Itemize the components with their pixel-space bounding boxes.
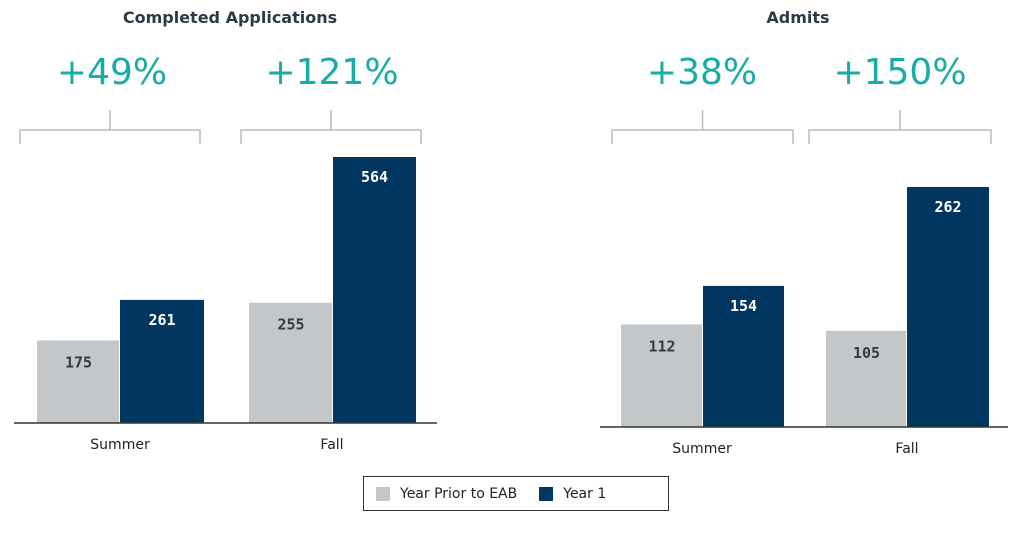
bar-label-prior-0-0: 175	[65, 353, 92, 371]
category-label-0-0: Summer	[90, 437, 150, 453]
category-label-1-0: Summer	[672, 441, 732, 457]
bar-label-prior-1-1: 105	[853, 344, 880, 362]
legend-label-year1: Year 1	[563, 485, 607, 502]
bar-label-prior-0-1: 255	[277, 316, 304, 334]
change-label-0-1: +121%	[265, 52, 398, 93]
legend-item-prior: Year Prior to EAB	[376, 486, 517, 502]
legend-label-prior: Year Prior to EAB	[400, 485, 518, 502]
bar-label-prior-1-0: 112	[648, 337, 675, 355]
bar-year1-1-1	[907, 187, 989, 427]
change-label-1-1: +150%	[833, 52, 966, 93]
bracket-1-0	[611, 110, 794, 144]
change-label-1-0: +38%	[647, 52, 757, 93]
bar-year1-1-0	[703, 285, 784, 427]
bracket-0-1	[240, 110, 422, 144]
bar-label-year1-0-0: 261	[148, 311, 175, 329]
change-label-0-0: +49%	[57, 52, 167, 93]
bracket-1-1	[808, 110, 992, 144]
chart-title-1: Admits	[766, 8, 829, 27]
bar-prior-0-0	[37, 340, 119, 423]
category-label-0-1: Fall	[320, 437, 343, 453]
bar-year1-0-0	[120, 299, 204, 423]
legend: Year Prior to EAB Year 1	[363, 476, 669, 511]
bracket-0-0	[19, 110, 201, 144]
chart-title-0: Completed Applications	[123, 8, 337, 27]
bar-prior-1-1	[826, 330, 906, 427]
bar-prior-0-1	[249, 302, 332, 423]
legend-swatch-prior	[376, 486, 390, 501]
bar-label-year1-0-1: 564	[361, 168, 388, 186]
bar-label-year1-1-0: 154	[730, 297, 757, 315]
legend-item-year1: Year 1	[539, 486, 606, 502]
bar-year1-0-1	[333, 157, 416, 423]
legend-swatch-year1	[539, 486, 554, 501]
bar-label-year1-1-1: 262	[934, 198, 961, 216]
category-label-1-1: Fall	[895, 441, 918, 457]
bar-prior-1-0	[621, 324, 702, 427]
